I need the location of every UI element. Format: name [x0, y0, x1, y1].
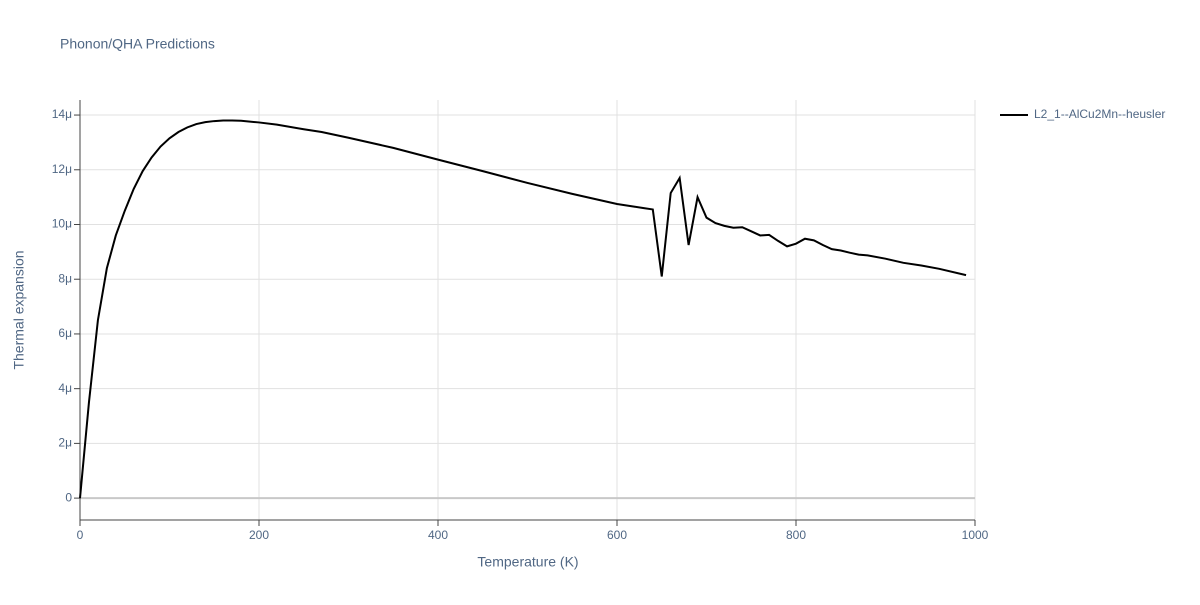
- x-tick-label: 800: [786, 528, 806, 542]
- y-tick-label: 2μ: [58, 436, 72, 450]
- y-tick-label: 8μ: [58, 271, 72, 285]
- y-tick-label: 12μ: [52, 162, 72, 176]
- x-tick-label: 0: [77, 528, 84, 542]
- y-axis-title: Thermal expansion: [11, 250, 27, 369]
- x-tick-label: 400: [428, 528, 448, 542]
- x-axis-title: Temperature (K): [477, 554, 578, 570]
- y-tick-label: 0: [65, 490, 72, 504]
- y-tick-label: 6μ: [58, 326, 72, 340]
- x-tick-label: 1000: [962, 528, 989, 542]
- y-tick-label: 14μ: [52, 107, 72, 121]
- data-line: [79, 119, 967, 499]
- chart-title: Phonon/QHA Predictions: [60, 36, 215, 52]
- x-tick-label: 600: [607, 528, 627, 542]
- y-tick-label: 4μ: [58, 381, 72, 395]
- y-tick-label: 10μ: [52, 217, 72, 231]
- x-tick-label: 200: [249, 528, 269, 542]
- legend-label: L2_1--AlCu2Mn--heusler: [1034, 107, 1165, 121]
